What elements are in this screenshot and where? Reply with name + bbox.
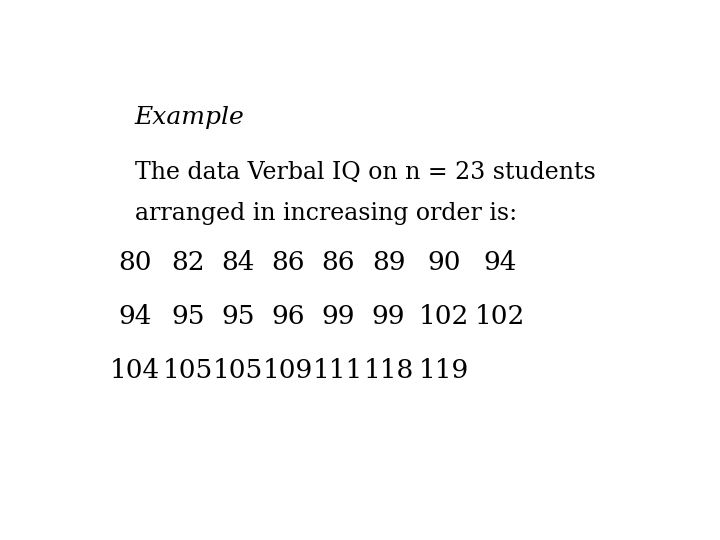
Text: 94: 94 [483, 250, 517, 275]
Text: 86: 86 [271, 250, 305, 275]
Text: 96: 96 [271, 304, 305, 329]
Text: 104: 104 [109, 358, 160, 383]
Text: 102: 102 [419, 304, 469, 329]
Text: 95: 95 [171, 304, 204, 329]
Text: 90: 90 [428, 250, 461, 275]
Text: 109: 109 [263, 358, 313, 383]
Text: 119: 119 [419, 358, 469, 383]
Text: 82: 82 [171, 250, 204, 275]
Text: 99: 99 [372, 304, 405, 329]
Text: 89: 89 [372, 250, 405, 275]
Text: 118: 118 [364, 358, 414, 383]
Text: 94: 94 [118, 304, 151, 329]
Text: 105: 105 [212, 358, 263, 383]
Text: 80: 80 [118, 250, 151, 275]
Text: 84: 84 [221, 250, 255, 275]
Text: 105: 105 [163, 358, 213, 383]
Text: 99: 99 [322, 304, 355, 329]
Text: The data Verbal IQ on n = 23 students: The data Verbal IQ on n = 23 students [135, 160, 595, 184]
Text: arranged in increasing order is:: arranged in increasing order is: [135, 202, 517, 225]
Text: 95: 95 [221, 304, 255, 329]
Text: 111: 111 [313, 358, 364, 383]
Text: 102: 102 [475, 304, 526, 329]
Text: Example: Example [135, 106, 244, 130]
Text: 86: 86 [322, 250, 355, 275]
